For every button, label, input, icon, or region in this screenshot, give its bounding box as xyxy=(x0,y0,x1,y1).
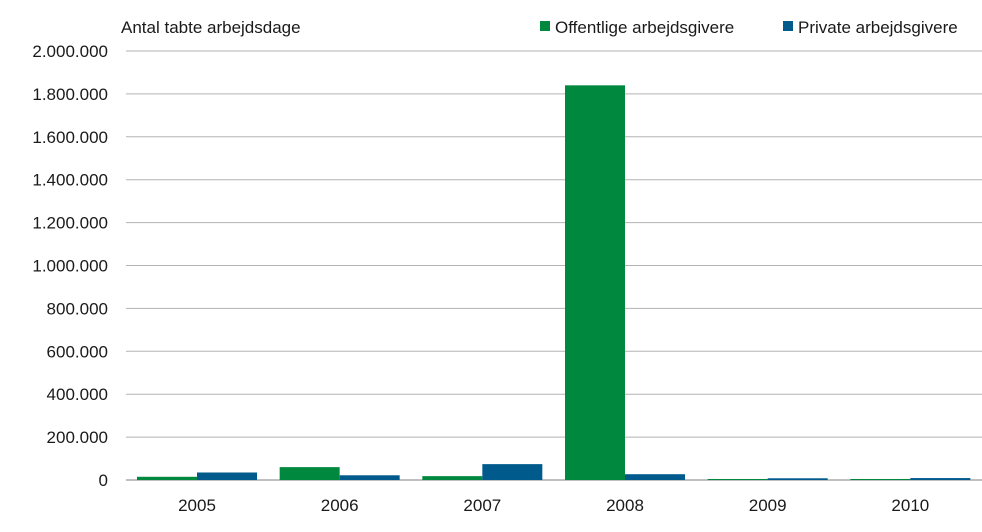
bar-offentlige-2005 xyxy=(137,476,197,480)
y-tick-label: 1.800.000 xyxy=(32,85,108,104)
bar-private-2008 xyxy=(625,474,685,480)
bars xyxy=(137,85,971,480)
x-tick-label: 2010 xyxy=(891,496,929,515)
y-axis-ticks: 0 200.000 400.000 600.000 800.000 1.000.000 1.… xyxy=(32,42,108,490)
y-tick-label: 2.000.000 xyxy=(32,42,108,61)
gridlines xyxy=(126,50,982,481)
bar-offentlige-2009 xyxy=(707,479,768,480)
bar-offentlige-2007 xyxy=(422,476,483,480)
y-tick-label: 1.000.000 xyxy=(32,257,108,276)
legend-label-offentlige: Offentlige arbejdsgivere xyxy=(555,18,734,37)
y-tick-label: 400.000 xyxy=(47,385,108,404)
x-tick-label: 2009 xyxy=(749,496,787,515)
legend-swatch-private xyxy=(783,21,793,31)
bar-offentlige-2008 xyxy=(565,85,625,480)
bar-offentlige-2010 xyxy=(850,479,911,480)
y-tick-label: 800.000 xyxy=(47,299,108,318)
x-axis-ticks: 2005 2006 2007 2008 2009 2010 xyxy=(178,496,929,515)
y-tick-label: 200.000 xyxy=(47,428,108,447)
legend: Offentlige arbejdsgivere Private arbejdsg… xyxy=(540,18,958,37)
bar-private-2007 xyxy=(482,464,543,480)
bar-private-2009 xyxy=(767,478,828,480)
x-tick-label: 2007 xyxy=(463,496,501,515)
x-tick-label: 2005 xyxy=(178,496,216,515)
y-tick-label: 1.600.000 xyxy=(32,128,108,147)
x-tick-label: 2006 xyxy=(321,496,359,515)
x-tick-label: 2008 xyxy=(606,496,644,515)
y-axis-label: Antal tabte arbejdsdage xyxy=(121,18,301,37)
y-tick-label: 1.400.000 xyxy=(32,171,108,190)
y-tick-label: 1.200.000 xyxy=(32,214,108,233)
legend-label-private: Private arbejdsgivere xyxy=(798,18,958,37)
y-tick-label: 600.000 xyxy=(47,342,108,361)
bar-offentlige-2006 xyxy=(279,467,340,480)
y-tick-label: 0 xyxy=(99,471,108,490)
bar-private-2010 xyxy=(910,478,971,480)
legend-swatch-offentlige xyxy=(540,21,550,31)
bar-private-2006 xyxy=(339,475,400,480)
bar-private-2005 xyxy=(197,472,257,480)
